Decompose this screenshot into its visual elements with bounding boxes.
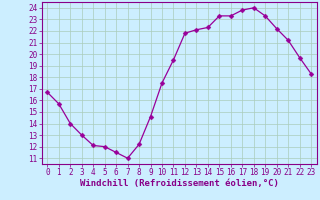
X-axis label: Windchill (Refroidissement éolien,°C): Windchill (Refroidissement éolien,°C) (80, 179, 279, 188)
